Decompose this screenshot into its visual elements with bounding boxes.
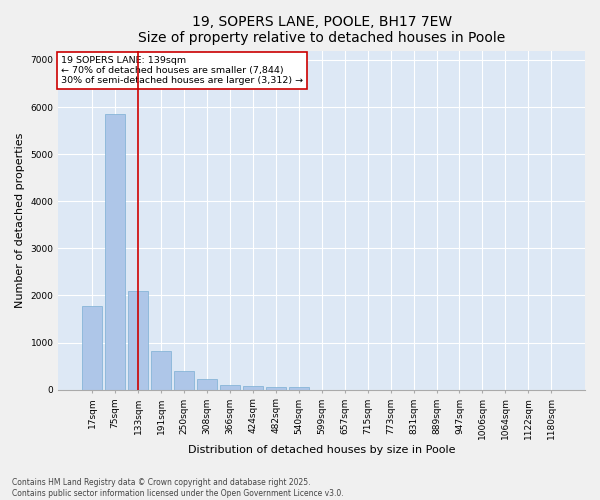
Text: 19 SOPERS LANE: 139sqm
← 70% of detached houses are smaller (7,844)
30% of semi-: 19 SOPERS LANE: 139sqm ← 70% of detached…	[61, 56, 303, 86]
Bar	[151, 350, 171, 390]
Y-axis label: Number of detached properties: Number of detached properties	[15, 132, 25, 308]
Bar	[174, 372, 194, 390]
Bar	[197, 380, 217, 390]
Bar	[243, 386, 263, 390]
Bar	[289, 387, 308, 390]
Bar	[266, 386, 286, 390]
Bar	[106, 114, 125, 390]
Text: Contains HM Land Registry data © Crown copyright and database right 2025.
Contai: Contains HM Land Registry data © Crown c…	[12, 478, 344, 498]
X-axis label: Distribution of detached houses by size in Poole: Distribution of detached houses by size …	[188, 445, 455, 455]
Bar	[220, 384, 239, 390]
Title: 19, SOPERS LANE, POOLE, BH17 7EW
Size of property relative to detached houses in: 19, SOPERS LANE, POOLE, BH17 7EW Size of…	[138, 15, 505, 45]
Bar	[128, 291, 148, 390]
Bar	[82, 306, 102, 390]
